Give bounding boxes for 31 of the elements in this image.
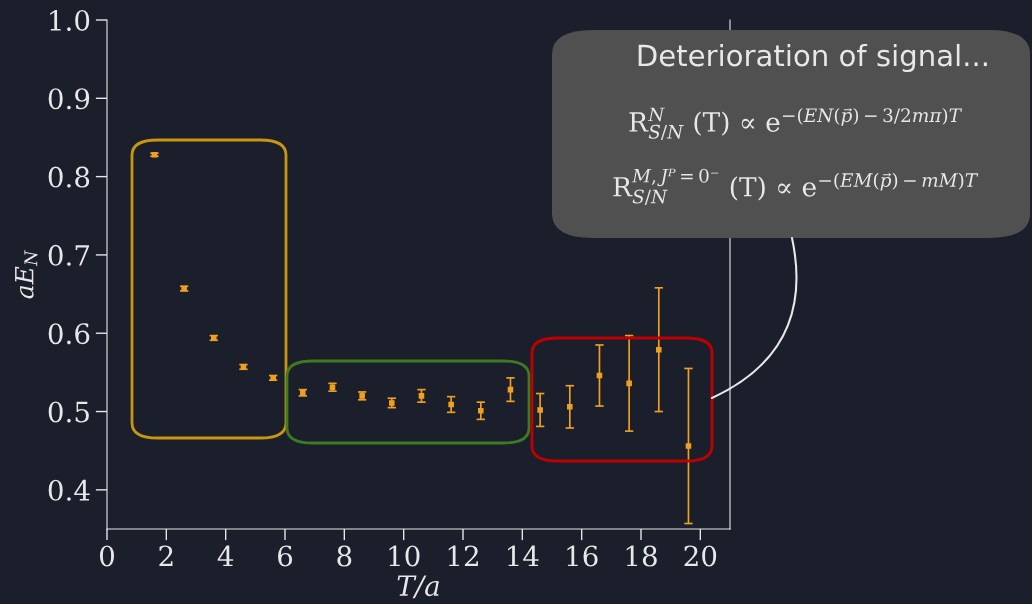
x-tick-label: 10 — [389, 545, 420, 567]
point — [448, 401, 454, 408]
y-tick-label: 0.9 — [48, 88, 90, 110]
x-tick-label: 2 — [159, 545, 173, 567]
text: R$^{M,Jᴾ=0⁻}$$_{S/N}$ (T) ∝ e$^{−(EM(p⃗)−mM)T}$ — [613, 168, 979, 205]
x-tick-label: 16 — [567, 545, 598, 567]
y-tick-label: 0.6 — [48, 323, 90, 345]
x-tick-label: 6 — [278, 545, 293, 567]
y-axis-title: aE$_{N}$ — [15, 250, 38, 299]
y-tick-label: 0.7 — [48, 244, 90, 266]
point — [685, 443, 692, 449]
x-tick-label: 20 — [684, 545, 717, 567]
annotation: R$^{N}$$_{S/N}$ (T) ∝ e$^{−(EN(p⃗)−3/2mπ)T}$ — [629, 107, 963, 141]
point — [537, 407, 543, 413]
x-tick-label: 4 — [217, 545, 234, 567]
x-tick-label: 18 — [626, 545, 657, 567]
y-tick-label: 0.5 — [48, 401, 89, 423]
annotation: Deterioration of signal... — [638, 43, 987, 73]
y-tick-label: 0.4 — [48, 479, 90, 501]
point — [418, 393, 425, 399]
y-tick-label: 0.8 — [48, 166, 90, 188]
x-tick-label: 8 — [337, 545, 352, 567]
y-tick-label: 1.0 — [50, 9, 90, 31]
point — [626, 380, 632, 387]
x-tick-label: 12 — [448, 545, 478, 567]
x-tick-label: 14 — [508, 545, 539, 567]
x-tick-label: 0 — [99, 545, 114, 567]
point — [478, 407, 484, 414]
point — [656, 346, 662, 353]
x-axis-title: T/a — [397, 575, 439, 599]
point — [567, 404, 573, 410]
